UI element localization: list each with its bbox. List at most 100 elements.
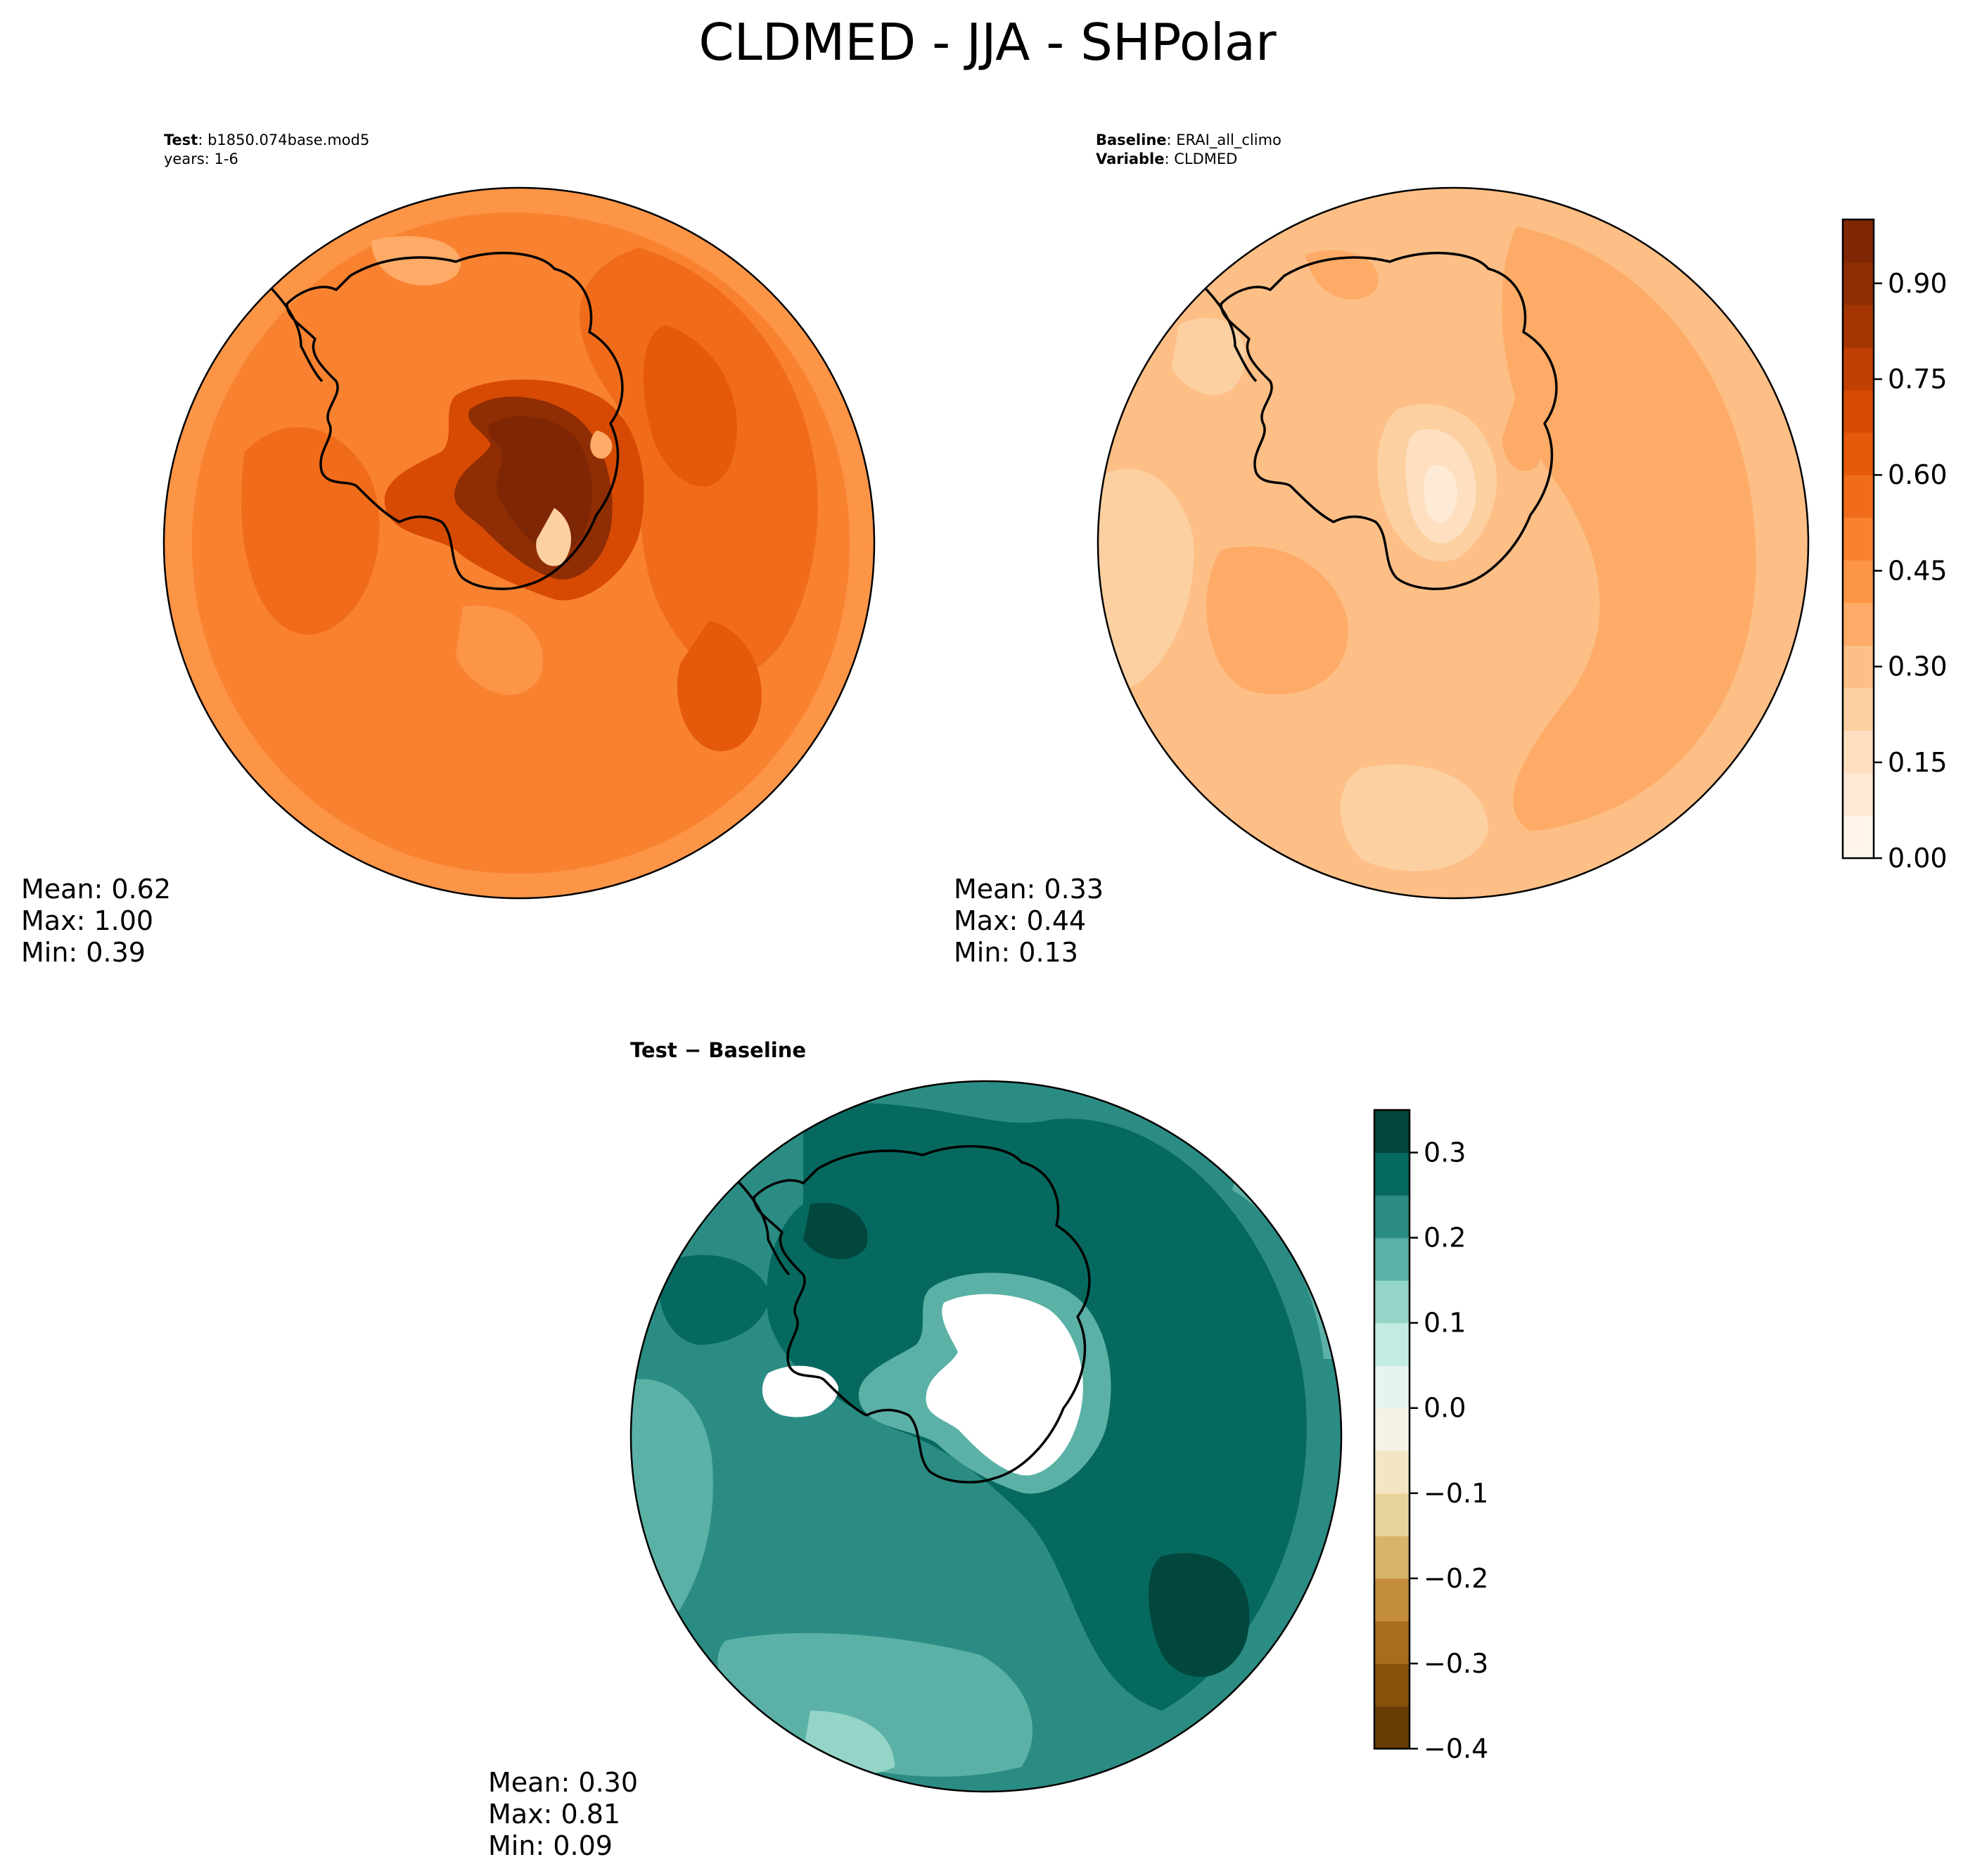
oranges-colorbar-swatch [1843, 730, 1874, 774]
oranges-colorbar-swatch [1843, 687, 1874, 731]
baseline-polar-map [1097, 186, 1810, 900]
baseline-field-band [1502, 226, 1756, 831]
test-label-value: : b1850.074base.mod5 [198, 132, 370, 148]
test-field-lighter [371, 236, 461, 286]
test-polar-map [162, 186, 876, 900]
diff-colorbar-tick-label: −0.3 [1424, 1648, 1488, 1679]
baseline-coastline [1220, 251, 1558, 590]
test-field-light-spot [590, 430, 613, 459]
diff-stats: Mean: 0.30 Max: 0.81 Min: 0.09 [488, 1767, 638, 1862]
baseline-coastline-peninsula [1199, 281, 1258, 383]
baseline-coastline-nz [1698, 878, 1728, 889]
diff-colorbar-tick-label: 0.0 [1424, 1393, 1466, 1424]
diff-coastline-nz [1231, 1771, 1261, 1782]
test-field-light-spot [536, 508, 571, 566]
diff-colorbar: −0.4 −0.3 −0.2 −0.1 0.0 0.1 0.2 0.3 [1373, 1109, 1488, 1764]
baseline-field-interior-4 [1502, 395, 1545, 471]
diff-coastline-peninsula [731, 1175, 791, 1276]
diff-colorbar-swatch [1374, 1110, 1410, 1154]
baseline-map-boundary [1097, 186, 1810, 900]
main-title: CLDMED - JJA - SHPolar [698, 13, 1277, 72]
baseline-field-band [1305, 250, 1379, 300]
baseline-mean: Mean: 0.33 [954, 874, 1104, 905]
test-map-boundary [162, 186, 876, 900]
diff-colorbar-swatch [1374, 1195, 1410, 1239]
diff-title-op: − [677, 1038, 709, 1062]
test-stats: Mean: 0.62 Max: 1.00 Min: 0.39 [21, 874, 171, 969]
baseline-label-bold: Baseline [1096, 132, 1167, 148]
diff-colorbar-swatch [1374, 1322, 1410, 1366]
baseline-field-lighter [1098, 468, 1194, 691]
baseline-coastline-sa [1098, 264, 1194, 288]
diff-coastline [753, 1144, 1091, 1483]
diff-colorbar-swatch [1374, 1152, 1410, 1196]
test-coastline-peninsula [264, 281, 324, 383]
oranges-colorbar-swatch [1843, 602, 1874, 646]
diff-colorbar-swatch [1374, 1408, 1410, 1451]
diff-panel-title: Test − Baseline [630, 1038, 806, 1062]
diff-colorbar-tick-label: −0.1 [1424, 1478, 1488, 1509]
diff-title-left: Test [630, 1038, 677, 1062]
test-mean: Mean: 0.62 [21, 874, 172, 905]
oranges-colorbar-tick-label: 0.45 [1888, 555, 1948, 586]
oranges-colorbar-swatch [1843, 219, 1874, 263]
test-years: years: 1-6 [164, 151, 238, 167]
diff-colorbar-swatch [1374, 1663, 1410, 1707]
diff-field-band [659, 1255, 769, 1345]
test-panel-label: Test: b1850.074base.mod5 years: 1-6 [164, 131, 369, 169]
diff-colorbar-tick-label: −0.2 [1424, 1563, 1488, 1594]
diff-colorbar-swatch [1374, 1621, 1410, 1664]
oranges-colorbar-swatch [1843, 645, 1874, 689]
oranges-colorbar-swatch [1843, 262, 1874, 305]
baseline-min: Min: 0.13 [954, 937, 1078, 968]
test-coastline [286, 251, 624, 590]
diff-field-lighter [726, 1084, 824, 1123]
variable-label-value: : CLDMED [1164, 151, 1238, 167]
diff-colorbar-swatch [1374, 1450, 1410, 1494]
test-field-band [677, 620, 762, 751]
diff-colorbar-swatch [1374, 1578, 1410, 1621]
diff-title-right: Baseline [708, 1038, 807, 1062]
test-min: Min: 0.39 [21, 937, 146, 968]
variable-label-bold: Variable [1096, 151, 1165, 167]
oranges-colorbar: 0.00 0.15 0.30 0.45 0.60 0.75 0.90 [1841, 218, 1948, 872]
diff-colorbar-swatch [1374, 1706, 1410, 1749]
oranges-colorbar-tick-label: 0.75 [1888, 364, 1948, 395]
diff-mean: Mean: 0.30 [488, 1767, 639, 1798]
oranges-colorbar-tick-label: 0.90 [1888, 268, 1948, 299]
baseline-max: Max: 0.44 [954, 905, 1087, 936]
test-field-band [643, 325, 737, 487]
diff-field-interior-empty [926, 1294, 1083, 1476]
diff-colorbar-swatch [1374, 1365, 1410, 1409]
oranges-colorbar-swatch [1843, 305, 1874, 348]
diff-colorbar-swatch [1374, 1280, 1410, 1324]
diff-colorbar-swatch [1374, 1237, 1410, 1281]
diff-colorbar-frame [1373, 1109, 1411, 1750]
oranges-colorbar-swatch [1843, 390, 1874, 433]
oranges-colorbar-swatch [1843, 517, 1874, 561]
diff-colorbar-tick-label: −0.4 [1424, 1733, 1488, 1764]
baseline-stats: Mean: 0.33 Max: 0.44 Min: 0.13 [954, 874, 1104, 969]
oranges-colorbar-swatch [1843, 347, 1874, 390]
baseline-field-band [1206, 546, 1348, 695]
diff-colorbar-tick-label: 0.1 [1424, 1308, 1466, 1339]
test-max: Max: 1.00 [21, 905, 154, 936]
oranges-colorbar-frame [1841, 218, 1875, 860]
test-field-lighter [456, 605, 543, 695]
test-coastline-sa [164, 264, 260, 288]
oranges-colorbar-swatch [1843, 560, 1874, 604]
diff-coastline-sa [631, 1157, 727, 1181]
oranges-colorbar-tick-label: 0.30 [1888, 651, 1948, 682]
oranges-colorbar-tick-label: 0.15 [1888, 747, 1948, 778]
oranges-colorbar-swatch [1843, 815, 1874, 859]
baseline-field-interior-3 [1424, 465, 1457, 523]
diff-max: Max: 0.81 [488, 1799, 621, 1830]
diff-colorbar-swatch [1374, 1536, 1410, 1579]
diff-colorbar-tick-label: 0.2 [1424, 1223, 1466, 1253]
test-coastline-nz [764, 878, 794, 889]
diff-field-deep [803, 1203, 868, 1260]
test-field-interior-3 [487, 416, 592, 553]
diff-polar-map [629, 1080, 1343, 1793]
baseline-field-lighter [1172, 317, 1246, 395]
baseline-panel-label: Baseline: ERAI_all_climo Variable: CLDME… [1096, 131, 1281, 169]
